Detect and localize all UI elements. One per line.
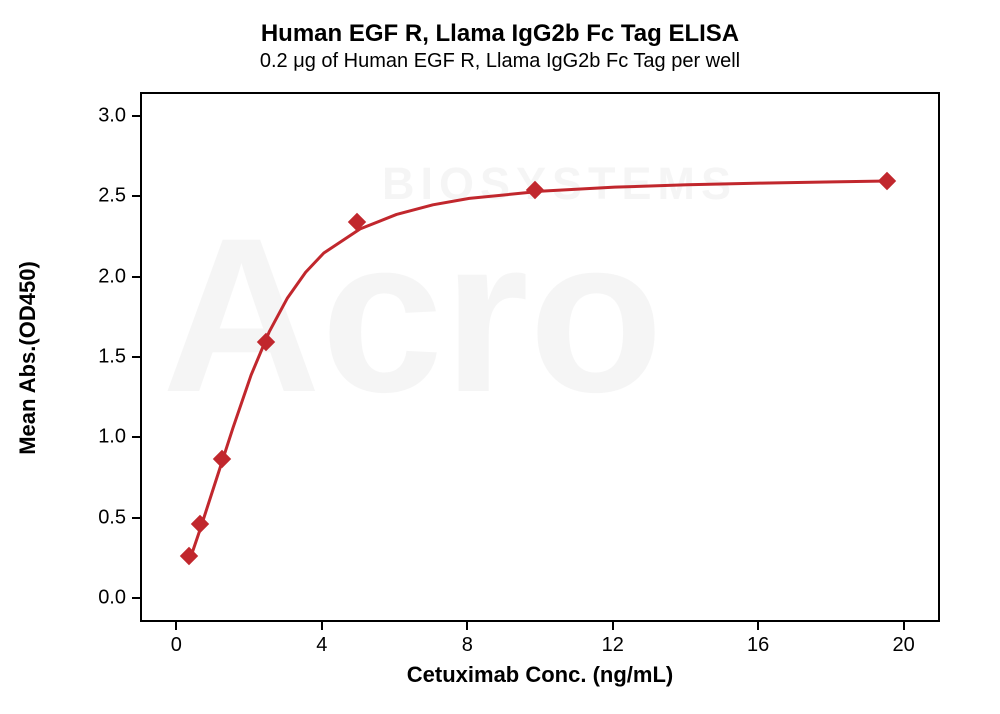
y-tick-label: 0.5 xyxy=(78,506,126,529)
fitted-curve-path xyxy=(189,181,887,561)
x-tick-mark xyxy=(612,622,614,630)
x-tick-label: 20 xyxy=(893,634,915,657)
x-tick-label: 0 xyxy=(171,634,182,657)
y-tick-label: 2.5 xyxy=(78,185,126,208)
x-tick-mark xyxy=(175,622,177,630)
x-tick-mark xyxy=(903,622,905,630)
y-tick-mark xyxy=(132,436,140,438)
x-axis-label: Cetuximab Conc. (ng/mL) xyxy=(140,662,940,688)
x-tick-label: 16 xyxy=(747,634,769,657)
x-tick-mark xyxy=(466,622,468,630)
y-tick-label: 1.5 xyxy=(78,346,126,369)
chart-subtitle: 0.2 μg of Human EGF R, Llama IgG2b Fc Ta… xyxy=(0,50,1000,73)
y-tick-mark xyxy=(132,115,140,117)
y-tick-label: 2.0 xyxy=(78,265,126,288)
y-tick-label: 0.0 xyxy=(78,586,126,609)
chart-container: { "canvas": { "width": 1000, "height": 7… xyxy=(0,0,1000,714)
plot-area: Acro BIOSYSTEMS xyxy=(140,92,940,622)
chart-title: Human EGF R, Llama IgG2b Fc Tag ELISA xyxy=(0,20,1000,48)
y-tick-mark xyxy=(132,597,140,599)
x-tick-label: 8 xyxy=(462,634,473,657)
y-axis-label: Mean Abs.(OD450) xyxy=(15,93,41,623)
y-tick-label: 3.0 xyxy=(78,105,126,128)
x-tick-label: 4 xyxy=(316,634,327,657)
x-tick-mark xyxy=(321,622,323,630)
y-tick-mark xyxy=(132,195,140,197)
x-tick-label: 12 xyxy=(602,634,624,657)
y-tick-mark xyxy=(132,276,140,278)
y-tick-mark xyxy=(132,517,140,519)
x-tick-mark xyxy=(757,622,759,630)
y-tick-label: 1.0 xyxy=(78,426,126,449)
fitted-curve xyxy=(142,94,942,624)
y-tick-mark xyxy=(132,356,140,358)
